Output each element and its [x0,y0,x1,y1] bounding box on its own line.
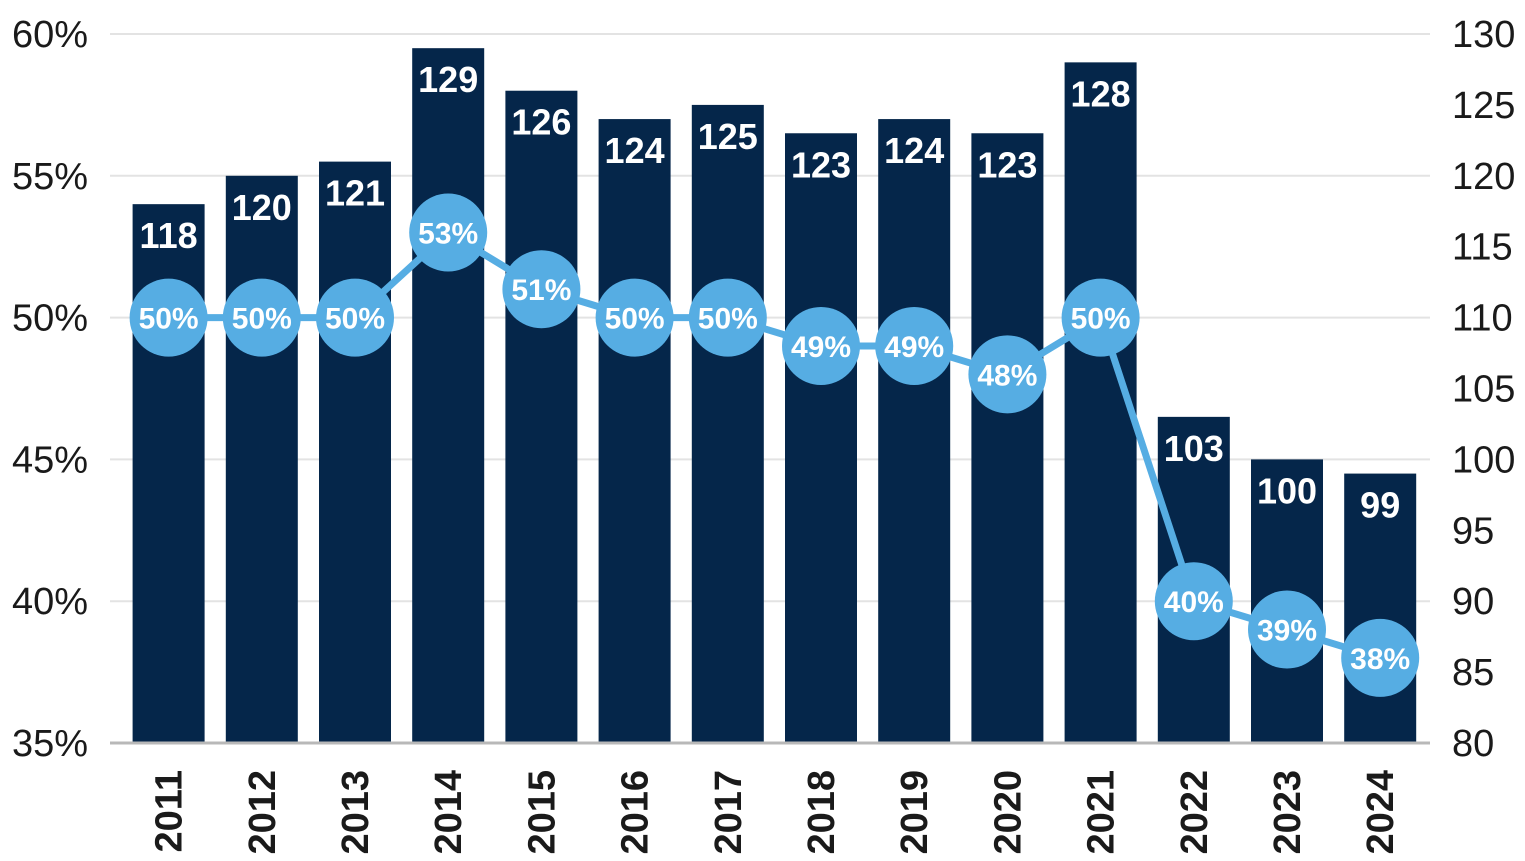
line-point-2013 [316,278,394,357]
line-point-2022 [1154,562,1233,641]
bar-2015 [505,90,578,744]
y-left-tick-label: 45% [12,439,88,481]
y-left-tick-label: 60% [12,14,88,56]
y-right-tick-label: 100 [1452,439,1515,481]
bar-2014 [412,48,485,744]
line-point-label-2013: 50% [325,303,385,336]
line-point-2021 [1061,278,1140,357]
bar-value-label-2017: 125 [698,116,758,157]
line-point-label-2016: 50% [605,303,665,336]
bar-value-label-2012: 120 [232,187,292,228]
x-tick-label-2015: 2015 [521,770,563,855]
line-point-2012 [222,278,301,357]
line-point-label-2022: 40% [1164,586,1224,619]
x-tick-label-2017: 2017 [708,770,750,855]
line-point-2018 [782,306,860,385]
bar-2021 [1064,62,1137,744]
line-point-label-2021: 50% [1071,303,1131,336]
bar-2016 [598,119,671,743]
y-right-tick-label: 115 [1452,227,1513,269]
y-right-tick-label: 85 [1452,652,1494,694]
line-point-2015 [502,250,581,329]
bar-2017 [691,104,764,743]
y-right-tick-label: 125 [1452,85,1515,127]
bar-2012 [225,175,298,744]
bar-2019 [878,119,951,743]
y-left-tick-label: 50% [12,298,88,340]
bar-2024 [1344,473,1417,743]
bar-2013 [319,161,391,743]
bar-value-label-2013: 121 [325,173,385,214]
x-tick-label-2011: 2011 [149,770,191,852]
x-tick-label-2022: 2022 [1174,770,1216,855]
y-right-tick-label: 90 [1452,581,1494,623]
line-point-label-2018: 49% [791,331,851,364]
bar-value-label-2020: 123 [977,144,1037,185]
bar-value-label-2011: 118 [140,215,198,256]
bar-value-label-2024: 99 [1360,485,1400,526]
y-left-tick-label: 40% [12,581,88,623]
line-point-2017 [688,278,767,357]
y-right-tick-label: 95 [1452,510,1494,552]
y-right-tick-label: 110 [1452,298,1513,340]
y-right-tick-label: 105 [1452,369,1515,411]
x-tick-label-2014: 2014 [428,770,470,855]
x-tick-label-2023: 2023 [1267,770,1309,855]
y-right-tick-label: 130 [1452,14,1515,56]
bar-value-label-2021: 128 [1071,73,1131,114]
bar-value-label-2014: 129 [418,59,478,100]
bar-value-label-2018: 123 [791,144,851,185]
line-points: 50% 50% 50% 53% 51% 50% 50% 49% 49% 48% 50% 40% 39% 3… [129,193,1420,697]
bar-2020 [971,133,1044,743]
bar-series: 118 120 121 129 126 124 125 123 124 123 128 103 100 9… [132,48,1417,744]
line-point-2024 [1341,618,1420,697]
line-point-label-2011: 50% [139,303,199,336]
x-tick-label-2013: 2013 [335,770,377,855]
line-point-2011 [129,278,208,357]
y-axis-right: 130 125 120 115 110 105 100 95 90 85 80 [1452,14,1515,765]
line-point-label-2023: 39% [1257,615,1317,648]
bar-value-label-2016: 124 [605,130,665,171]
line-point-label-2015: 51% [511,274,571,307]
y-left-tick-label: 55% [12,156,88,198]
bar-value-label-2015: 126 [511,102,571,143]
line-point-2020 [968,335,1047,414]
line-point-2019 [875,306,954,385]
line-point-label-2017: 50% [698,303,758,336]
x-tick-label-2012: 2012 [242,770,284,855]
x-tick-label-2016: 2016 [615,770,657,855]
bar-value-label-2022: 103 [1164,428,1224,469]
y-right-tick-label: 120 [1452,156,1515,198]
bar-value-label-2023: 100 [1257,470,1317,511]
line-point-label-2014: 53% [418,218,478,251]
x-axis-labels: 2011 2012 2013 2014 2015 2016 2017 2018 2019 2020… [149,770,1403,855]
line-point-2023 [1248,590,1326,669]
line-point-2014 [409,193,488,272]
x-tick-label-2018: 2018 [801,770,843,855]
y-left-tick-label: 35% [12,723,88,765]
bar-value-label-2019: 124 [884,130,944,171]
y-axis-left: 60% 55% 50% 45% 40% 35% [12,14,88,765]
x-tick-label-2020: 2020 [987,770,1029,855]
line-point-label-2024: 38% [1350,643,1410,676]
y-right-tick-label: 80 [1452,723,1494,765]
line-point-2016 [595,278,674,357]
x-tick-label-2024: 2024 [1360,770,1402,855]
line-point-label-2012: 50% [232,303,292,336]
x-tick-label-2019: 2019 [894,770,936,855]
x-tick-label-2021: 2021 [1081,770,1123,855]
bar-2018 [785,133,857,743]
line-point-label-2019: 49% [884,331,944,364]
line-point-label-2020: 48% [977,359,1037,392]
